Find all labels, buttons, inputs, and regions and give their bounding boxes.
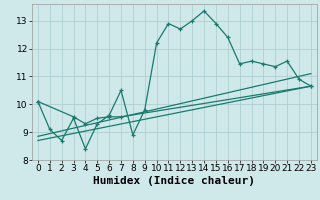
X-axis label: Humidex (Indice chaleur): Humidex (Indice chaleur) — [93, 176, 255, 186]
